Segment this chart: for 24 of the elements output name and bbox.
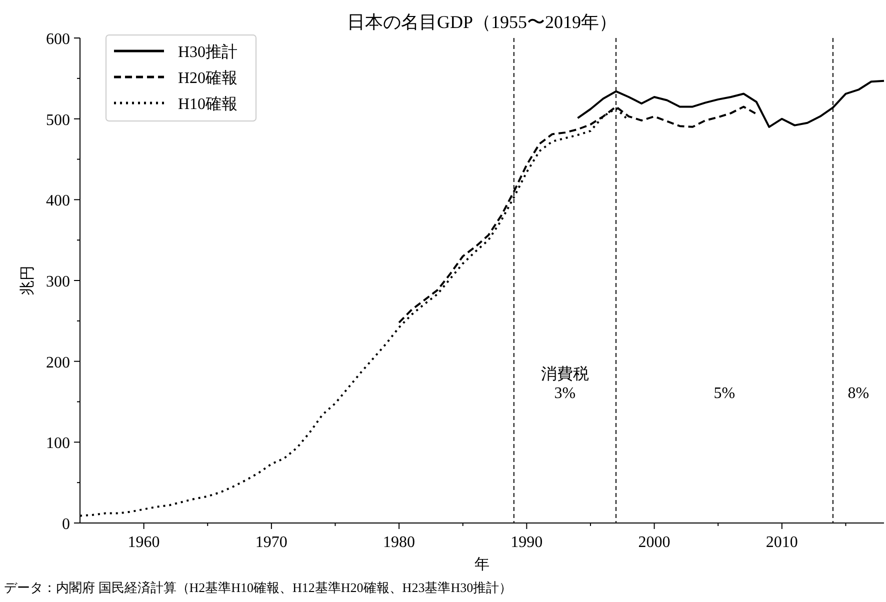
x-tick-label: 1990 <box>510 534 543 551</box>
legend-label: H10確報 <box>178 95 238 113</box>
text: データ：内閣府 国民経済計算（H2基準H10確報、H12基準H20確報、H23基準H30推計） <box>4 580 512 595</box>
x-axis-title: 年 <box>474 556 490 573</box>
annotation: 5% <box>714 385 736 402</box>
x-tick-label: 1980 <box>383 534 416 551</box>
x-tick-label: 1970 <box>255 534 288 551</box>
line-series <box>576 80 885 128</box>
y-tick-label: 500 <box>46 112 70 129</box>
y-tick-label: 300 <box>46 274 70 290</box>
chart-title: 日本の名目GDP（1955〜2019年） <box>346 12 618 32</box>
annotation: 8% <box>848 385 870 402</box>
legend-label: H30推計 <box>178 43 238 61</box>
annotation: 消費税 3% <box>540 365 589 402</box>
y-tick-label: 0 <box>62 516 70 533</box>
x-tick-label: 2000 <box>638 534 670 551</box>
x-tick-label: 2010 <box>766 534 798 551</box>
y-tick-label: 600 <box>46 31 70 48</box>
y-tick-label: 400 <box>46 192 70 210</box>
y-tick-label: 200 <box>46 354 70 372</box>
y-tick-label: 100 <box>46 435 70 452</box>
y-axis-title: 兆円 <box>19 266 36 296</box>
x-tick-label: 1960 <box>128 534 160 551</box>
legend-label: H20確報 <box>178 69 238 87</box>
